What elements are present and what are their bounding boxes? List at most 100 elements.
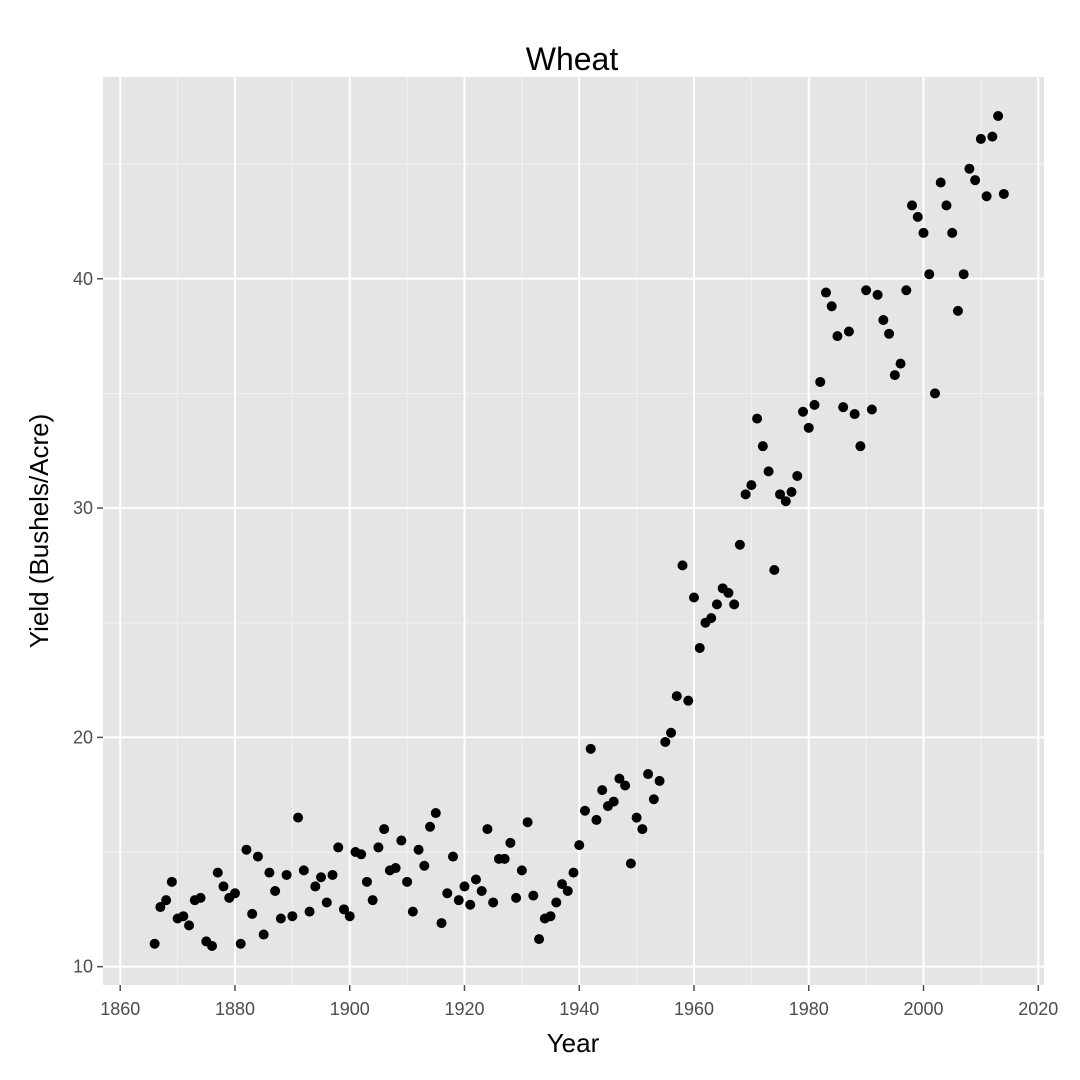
data-point <box>786 487 797 498</box>
data-point <box>947 227 958 238</box>
data-point <box>694 642 705 653</box>
data-point <box>275 913 286 924</box>
data-point <box>419 860 430 871</box>
data-point <box>367 895 378 906</box>
data-point <box>316 872 327 883</box>
data-point <box>907 200 918 211</box>
data-point <box>843 326 854 337</box>
data-point <box>637 824 648 835</box>
data-point <box>683 695 694 706</box>
data-point <box>654 775 665 786</box>
data-point <box>442 888 453 899</box>
data-point <box>482 824 493 835</box>
data-point <box>379 824 390 835</box>
data-point <box>476 885 487 896</box>
data-point <box>643 769 654 780</box>
data-point <box>740 489 751 500</box>
data-point <box>579 805 590 816</box>
data-point <box>666 727 677 738</box>
data-point <box>809 399 820 410</box>
x-tick-label: 2000 <box>903 999 943 1019</box>
data-point <box>952 305 963 316</box>
data-point <box>866 404 877 415</box>
chart-title: Wheat <box>526 41 619 77</box>
data-point <box>849 409 860 420</box>
data-point <box>798 406 809 417</box>
data-point <box>958 269 969 280</box>
data-point <box>901 285 912 296</box>
data-point <box>505 837 516 848</box>
data-point <box>757 441 768 452</box>
data-point <box>608 796 619 807</box>
data-point <box>832 331 843 342</box>
data-point <box>878 315 889 326</box>
data-point <box>998 188 1009 199</box>
data-point <box>775 489 786 500</box>
data-point <box>993 110 1004 121</box>
data-point <box>235 938 246 949</box>
data-point <box>310 881 321 892</box>
y-tick-label: 30 <box>73 498 93 518</box>
data-point <box>975 133 986 144</box>
data-point <box>746 480 757 491</box>
data-point <box>562 885 573 896</box>
data-point <box>591 814 602 825</box>
data-point <box>769 564 780 575</box>
x-tick-label: 1900 <box>330 999 370 1019</box>
data-point <box>287 911 298 922</box>
data-point <box>551 897 562 908</box>
data-point <box>413 844 424 855</box>
x-tick-label: 1880 <box>215 999 255 1019</box>
data-point <box>459 881 470 892</box>
data-point <box>470 874 481 885</box>
data-point <box>264 867 275 878</box>
data-point <box>631 812 642 823</box>
data-point <box>918 227 929 238</box>
x-axis: 1860 1880 1900 1920 1940 1960 1980 2000 2020 <box>100 985 1058 1019</box>
data-point <box>207 941 218 952</box>
data-point <box>734 539 745 550</box>
data-point <box>149 938 160 949</box>
data-point <box>855 441 866 452</box>
data-point <box>568 867 579 878</box>
data-point <box>545 911 556 922</box>
data-point <box>534 934 545 945</box>
data-point <box>924 269 935 280</box>
data-point <box>184 920 195 931</box>
data-point <box>660 736 671 747</box>
x-tick-label: 1960 <box>674 999 714 1019</box>
y-tick-label: 10 <box>73 957 93 977</box>
data-point <box>155 902 166 913</box>
data-point <box>436 918 447 929</box>
data-point <box>780 496 791 507</box>
data-point <box>929 388 940 399</box>
data-point <box>597 785 608 796</box>
data-point <box>889 370 900 381</box>
data-point <box>161 895 172 906</box>
data-points <box>149 110 1009 952</box>
data-point <box>178 911 189 922</box>
data-point <box>281 869 292 880</box>
data-point <box>298 865 309 876</box>
data-point <box>752 413 763 424</box>
data-point <box>373 842 384 853</box>
data-point <box>344 911 355 922</box>
data-point <box>815 376 826 387</box>
data-point <box>511 892 522 903</box>
data-point <box>430 808 441 819</box>
data-point <box>448 851 459 862</box>
data-point <box>396 835 407 846</box>
data-point <box>270 885 281 896</box>
data-point <box>247 908 258 919</box>
data-point <box>941 200 952 211</box>
data-point <box>499 853 510 864</box>
data-point <box>465 899 476 910</box>
data-point <box>293 812 304 823</box>
data-point <box>711 599 722 610</box>
data-point <box>585 743 596 754</box>
data-point <box>407 906 418 917</box>
data-point <box>970 175 981 186</box>
y-tick-label: 40 <box>73 269 93 289</box>
plot-panel <box>103 77 1044 985</box>
data-point <box>723 587 734 598</box>
